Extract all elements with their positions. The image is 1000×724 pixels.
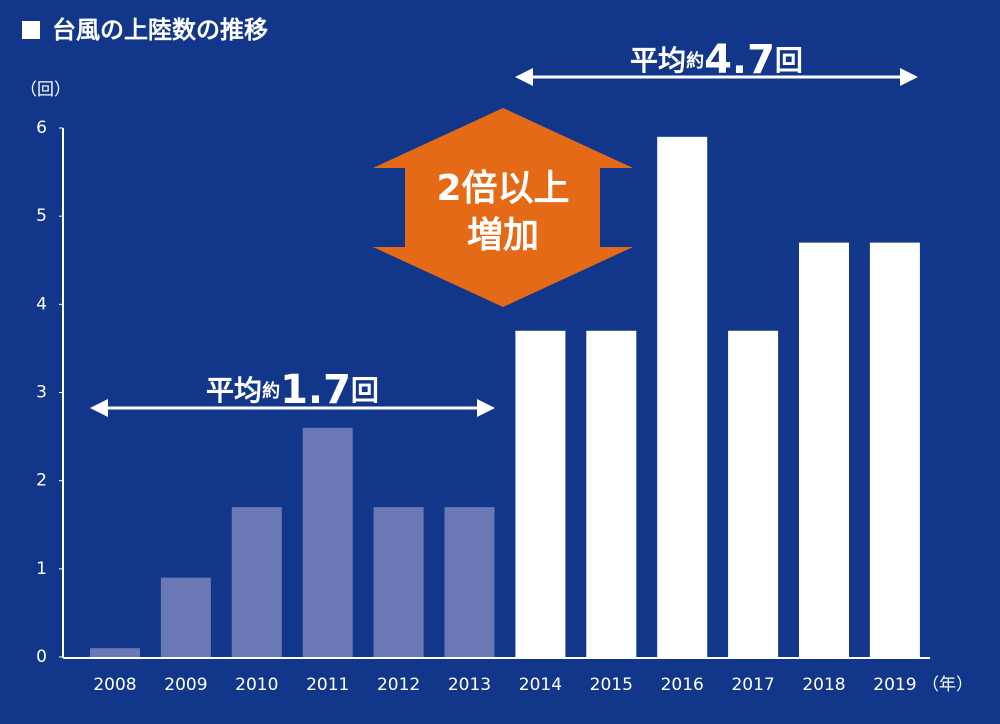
- range-arrow-head: [515, 68, 533, 86]
- x-tick-label: 2011: [306, 675, 349, 695]
- x-unit: （年）: [922, 675, 973, 695]
- bar: [444, 507, 495, 657]
- range-arrow-head: [477, 399, 495, 417]
- x-tick-label: 2015: [590, 675, 633, 695]
- average-label-part: 回: [351, 374, 379, 407]
- average-label-part: 平均: [206, 374, 262, 407]
- callout-text: 2倍以上: [436, 168, 569, 209]
- x-tick-label: 2009: [164, 675, 207, 695]
- bar: [231, 507, 282, 657]
- y-tick-label: 5: [36, 206, 47, 226]
- bar: [302, 427, 353, 657]
- y-tick-label: 3: [36, 383, 47, 403]
- bar: [869, 242, 920, 657]
- bar: [799, 242, 849, 657]
- bar: [90, 648, 140, 657]
- y-tick-label: 1: [36, 559, 47, 579]
- bar: [160, 577, 211, 657]
- x-tick-label: 2010: [235, 675, 278, 695]
- y-tick-label: 6: [36, 118, 47, 138]
- callout-text: 増加: [467, 215, 539, 256]
- y-tick-label: 2: [36, 471, 47, 491]
- average-label-part: 約: [686, 50, 704, 72]
- average-label-part: 4.7: [704, 37, 775, 83]
- average-label: 平均約4.7回: [630, 37, 803, 83]
- y-tick-label: 0: [36, 647, 47, 667]
- x-tick-label: 2017: [731, 675, 774, 695]
- bar: [657, 136, 708, 658]
- average-label-part: 平均: [630, 44, 686, 77]
- y-unit: （回）: [20, 80, 71, 100]
- x-tick-label: 2013: [448, 675, 491, 695]
- bar: [586, 330, 637, 657]
- x-tick-label: 2008: [93, 675, 136, 695]
- bar: [515, 330, 566, 657]
- bar: [373, 507, 424, 657]
- average-label-part: 約: [262, 380, 280, 402]
- x-tick-label: 2019: [873, 675, 916, 695]
- average-label: 平均約1.7回: [206, 367, 379, 413]
- callout-arrow: [373, 108, 633, 307]
- x-tick-label: 2014: [519, 675, 562, 695]
- average-label-part: 1.7: [280, 367, 351, 413]
- title-marker: [22, 21, 40, 39]
- x-tick-label: 2016: [661, 675, 704, 695]
- y-tick-label: 4: [36, 294, 47, 314]
- x-tick-label: 2012: [377, 675, 420, 695]
- average-label-part: 回: [775, 44, 803, 77]
- chart-title: 台風の上陸数の推移: [52, 16, 268, 44]
- x-tick-label: 2018: [802, 675, 845, 695]
- range-arrow-head: [900, 68, 918, 86]
- range-arrow-head: [90, 399, 108, 417]
- bar: [728, 330, 779, 657]
